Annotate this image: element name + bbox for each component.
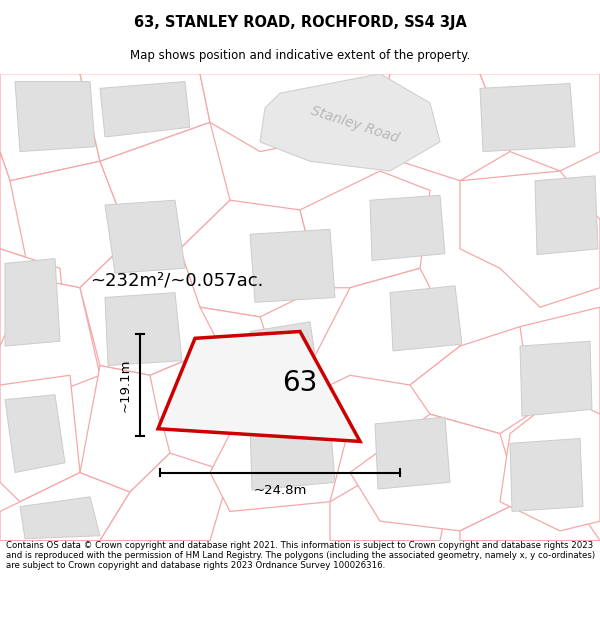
Polygon shape [80, 366, 170, 492]
Text: 63: 63 [283, 369, 317, 397]
Polygon shape [0, 472, 130, 541]
Polygon shape [375, 417, 450, 489]
Polygon shape [80, 74, 210, 161]
Text: 63, STANLEY ROAD, ROCHFORD, SS4 3JA: 63, STANLEY ROAD, ROCHFORD, SS4 3JA [134, 14, 466, 29]
Polygon shape [260, 74, 440, 171]
Polygon shape [520, 341, 592, 416]
Polygon shape [10, 161, 130, 288]
Polygon shape [520, 307, 600, 434]
Polygon shape [480, 74, 600, 171]
Text: ~19.1m: ~19.1m [119, 358, 131, 412]
Polygon shape [158, 331, 360, 441]
Polygon shape [350, 414, 520, 531]
Polygon shape [180, 200, 320, 317]
Polygon shape [210, 404, 350, 511]
Polygon shape [390, 286, 462, 351]
Polygon shape [460, 171, 600, 307]
Polygon shape [150, 307, 290, 434]
Polygon shape [100, 122, 230, 249]
Polygon shape [0, 249, 70, 385]
Polygon shape [250, 419, 335, 490]
Polygon shape [380, 74, 510, 181]
Polygon shape [20, 497, 100, 539]
Text: Contains OS data © Crown copyright and database right 2021. This information is : Contains OS data © Crown copyright and d… [6, 541, 595, 571]
Polygon shape [460, 502, 600, 541]
Polygon shape [370, 196, 445, 261]
Polygon shape [330, 472, 450, 541]
Polygon shape [290, 268, 460, 404]
Polygon shape [105, 200, 185, 273]
Polygon shape [250, 229, 335, 302]
Polygon shape [510, 439, 583, 511]
Polygon shape [15, 81, 95, 151]
Text: Stanley Road: Stanley Road [309, 104, 401, 145]
Polygon shape [0, 278, 100, 395]
Polygon shape [5, 259, 60, 346]
Polygon shape [410, 327, 560, 434]
Polygon shape [0, 151, 60, 268]
Text: ~24.8m: ~24.8m [253, 484, 307, 496]
Polygon shape [500, 395, 600, 531]
Polygon shape [535, 176, 598, 254]
Text: ~232m²/~0.057ac.: ~232m²/~0.057ac. [90, 272, 263, 290]
Polygon shape [5, 395, 65, 472]
Polygon shape [100, 81, 190, 137]
Polygon shape [105, 292, 182, 366]
Polygon shape [0, 375, 80, 502]
Polygon shape [100, 453, 230, 541]
Polygon shape [200, 74, 390, 151]
Polygon shape [480, 84, 575, 151]
Polygon shape [250, 322, 318, 383]
Text: Map shows position and indicative extent of the property.: Map shows position and indicative extent… [130, 49, 470, 62]
Polygon shape [300, 171, 430, 288]
Polygon shape [0, 74, 100, 181]
Polygon shape [80, 239, 220, 375]
